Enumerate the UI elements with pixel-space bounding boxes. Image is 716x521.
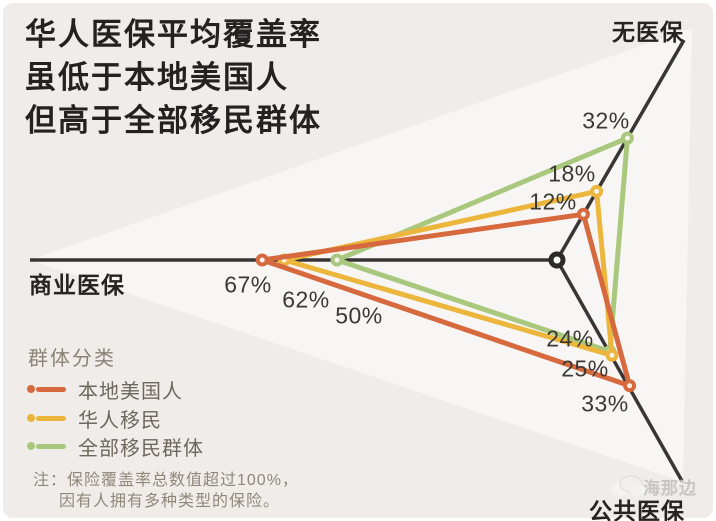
watermark: 海那边 [607,474,697,499]
legend-item-native-americans: 本地美国人 [27,376,183,403]
series-all-immigrants [330,131,634,358]
series-chinese-immigrants [277,184,619,362]
point-label-chinese-public: 25% [561,355,609,382]
point-label-chinese-uninsured: 18% [548,160,596,187]
point-label-native-uninsured: 12% [529,188,577,215]
series-native-americans [255,207,637,393]
marker-chinese-immigrants-uninsured [590,184,604,198]
legend-label: 全部移民群体 [78,437,204,460]
fan-highlight [30,28,692,482]
watermark-logo-icon [611,475,646,496]
legend-ring-icon [27,414,35,422]
axis-uninsured [555,39,686,261]
footnote-line-2: 因有人拥有多种类型的保险。 [59,493,281,510]
legend-label: 华人移民 [78,409,162,432]
title-line-2: 虽低于本地美国人 [25,60,289,95]
axis-public [555,259,684,482]
marker-all-immigrants-commercial [330,253,344,267]
axis-label-commercial: 商业医保 [29,272,125,298]
series-line-all-immigrants [334,135,630,354]
series-line-chinese-immigrants [281,188,615,358]
chart-center-dot [548,251,566,269]
marker-native-americans-commercial [255,253,269,267]
legend-line-icon [36,386,66,392]
marker-native-americans-uninsured [576,207,590,221]
legend-ring-icon [27,385,35,393]
point-label-allimm-commercial: 50% [335,302,383,329]
point-label-allimm-uninsured: 32% [582,107,630,134]
footnote-line-1: 注：保险覆盖率总数值超过100%， [33,472,299,489]
legend-item-all-immigrants: 全部移民群体 [27,433,204,460]
axis-label-public: 公共医保 [589,498,685,521]
marker-chinese-immigrants-public [605,348,619,362]
legend-label: 本地美国人 [78,380,183,403]
series-line-native-americans [259,211,633,389]
legend-ring-icon [27,442,35,450]
legend-line-icon [36,443,66,449]
legend-item-chinese-immigrants: 华人移民 [27,405,162,432]
point-label-native-public: 33% [581,390,629,417]
point-label-allimm-public: 24% [546,325,594,352]
watermark-text: 海那边 [643,479,697,498]
point-label-chinese-commercial: 62% [282,286,330,313]
footnote: 注：保险覆盖率总数值超过100%， 因有人拥有多种类型的保险。 [33,470,299,512]
marker-native-americans-public [623,379,637,393]
title-line-1: 华人医保平均覆盖率 [25,17,322,52]
point-label-native-commercial: 67% [224,271,272,298]
legend-line-icon [36,415,66,421]
legend-title: 群体分类 [28,348,116,370]
marker-all-immigrants-uninsured [620,131,634,145]
chart-title: 华人医保平均覆盖率 虽低于本地美国人 但高于全部移民群体 [25,13,322,142]
axis-label-uninsured: 无医保 [612,19,684,45]
title-line-3: 但高于全部移民群体 [25,103,322,138]
